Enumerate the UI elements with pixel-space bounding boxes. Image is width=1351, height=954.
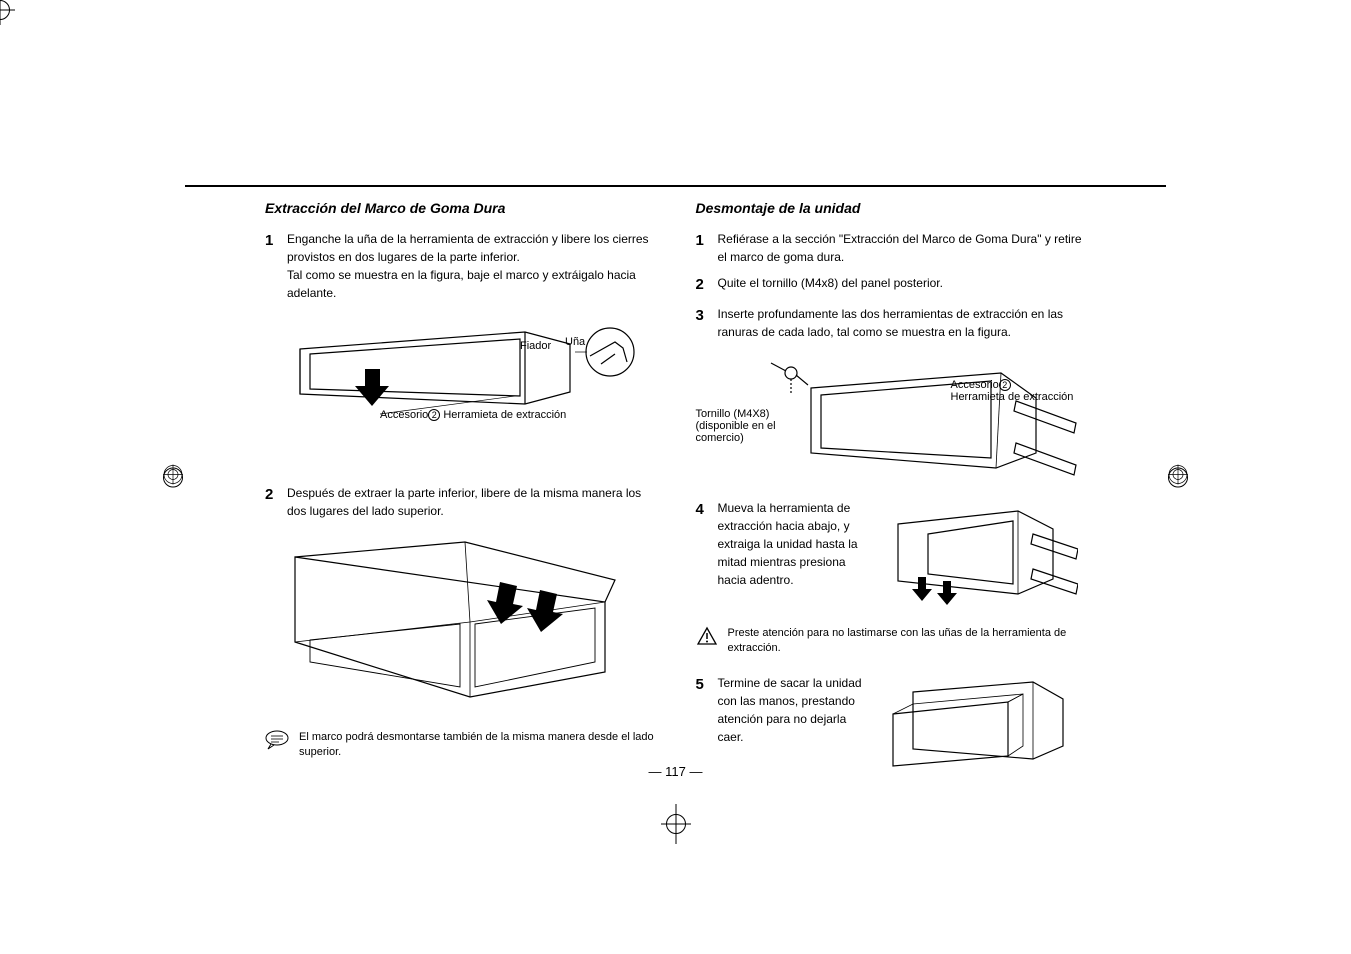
figure-frame-removal: Fiador Uña Accesorio2 Herramieta de extr… (265, 314, 656, 434)
label-fiador: Fiador (520, 340, 551, 352)
figure-halfway (878, 499, 1078, 614)
step-number: 2 (265, 484, 279, 520)
step-row: 2 Quite el tornillo (M4x8) del panel pos… (696, 274, 1087, 297)
left-column: Extracción del Marco de Goma Dura 1 Enga… (265, 200, 656, 791)
warning-icon (696, 626, 718, 651)
step-row: 2 Después de extraer la parte inferior, … (265, 484, 656, 520)
note-row: El marco podrá desmontarse también de la… (265, 730, 656, 761)
warning-row: Preste atención para no lastimarse con l… (696, 626, 1087, 657)
step-text: Enganche la uña de la herramienta de ext… (287, 230, 656, 302)
step-text: Inserte profundamente las dos herramient… (718, 305, 1087, 341)
right-title: Desmontaje de la unidad (696, 200, 1087, 216)
step-with-figure: 5 Termine de sacar la unidad con las man… (696, 674, 1087, 779)
step-row: 1 Enganche la uña de la herramienta de e… (265, 230, 656, 302)
figure-final (878, 674, 1078, 779)
crop-mark-left (163, 465, 183, 490)
page-top-rule (185, 185, 1166, 187)
crop-mark-bottom (666, 814, 686, 834)
step-text: Después de extraer la parte inferior, li… (287, 484, 656, 520)
label-tornillo: Tornillo (M4X8) (disponible en el comerc… (696, 408, 791, 444)
label-accesorio-r: Accesorio2 Herramieta de extracción (951, 379, 1074, 403)
step-with-figure: 4 Mueva la herramienta de extracción hac… (696, 499, 1087, 614)
page-number: — 117 — (649, 764, 703, 779)
warning-text: Preste atención para no lastimarse con l… (728, 626, 1087, 657)
label-accesorio: Accesorio2 Herramieta de extracción (380, 409, 566, 421)
step-number: 4 (696, 499, 710, 589)
right-column: Desmontaje de la unidad 1 Refiérase a la… (696, 200, 1087, 791)
step-row: 3 Inserte profundamente las dos herramie… (696, 305, 1087, 341)
note-icon (265, 730, 289, 755)
step-number: 1 (696, 230, 710, 266)
step-row: 1 Refiérase a la sección "Extracción del… (696, 230, 1087, 266)
step-number: 3 (696, 305, 710, 341)
label-una: Uña (565, 336, 585, 348)
crop-mark-right (1168, 465, 1188, 490)
step-text: Refiérase a la sección "Extracción del M… (718, 230, 1087, 266)
step-text: Quite el tornillo (M4x8) del panel poste… (718, 274, 1087, 297)
left-title: Extracción del Marco de Goma Dura (265, 200, 656, 216)
figure-frame-top (265, 532, 656, 702)
step-text: Mueva la herramienta de extracción hacia… (718, 499, 866, 589)
figure-unit-removal: Tornillo (M4X8) (disponible en el comerc… (696, 353, 1087, 483)
step-text: Termine de sacar la unidad con las manos… (718, 674, 866, 746)
step-number: 1 (265, 230, 279, 302)
note-text: El marco podrá desmontarse también de la… (299, 730, 656, 761)
crop-mark-top (0, 0, 20, 20)
step-number: 5 (696, 674, 710, 746)
step-number: 2 (696, 274, 710, 297)
